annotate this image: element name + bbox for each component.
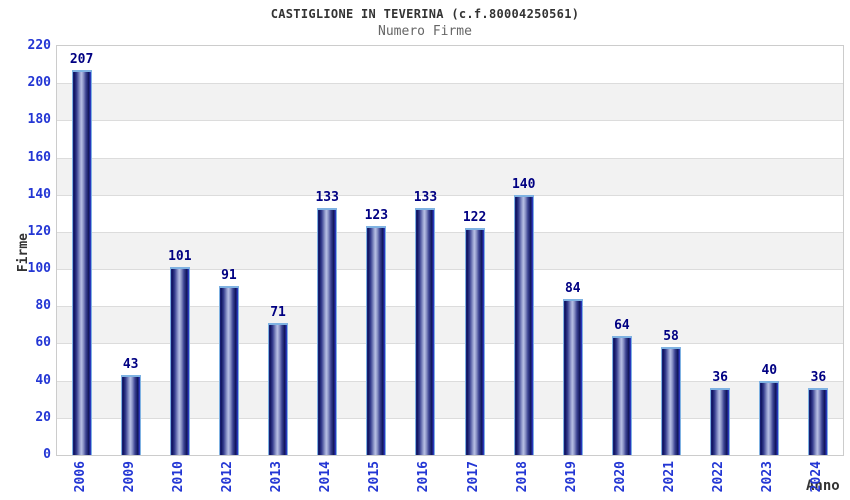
bar (317, 207, 338, 455)
bar-value-label: 207 (69, 52, 94, 68)
bar-value-label: 133 (413, 189, 438, 205)
plot-band (57, 46, 843, 84)
plot-band (57, 231, 843, 270)
bar (415, 207, 436, 455)
bar (759, 380, 780, 455)
y-tick-label: 80 (35, 298, 51, 314)
gridline (57, 380, 843, 382)
gridline (57, 157, 843, 159)
x-tick-label: 2016 (416, 461, 432, 493)
y-tick-label: 120 (27, 223, 51, 239)
chart-title: CASTIGLIONE IN TEVERINA (c.f.80004250561… (270, 7, 580, 21)
bar (513, 194, 534, 455)
bar-value-label: 123 (364, 208, 389, 224)
x-tick-label: 2024 (809, 461, 825, 493)
x-tick-label: 2020 (612, 461, 628, 493)
plot-band (57, 83, 843, 121)
bar (562, 298, 583, 455)
x-tick-label: 2010 (170, 461, 186, 493)
bar-value-label: 84 (564, 280, 581, 296)
y-tick-label: 20 (35, 409, 51, 425)
bar-value-label: 91 (221, 267, 237, 283)
bar-value-label: 133 (315, 189, 339, 205)
x-tick-label: 2022 (711, 461, 727, 493)
bar-value-label: 40 (761, 362, 778, 378)
bar-value-label: 140 (511, 176, 536, 192)
bar-value-label: 36 (712, 370, 729, 386)
plot-band (57, 194, 843, 232)
bar-value-label: 36 (810, 370, 827, 386)
gridline (57, 194, 843, 196)
x-tick-label: 2012 (219, 461, 235, 493)
bar-value-label: 64 (614, 318, 630, 334)
y-tick-label: 220 (27, 38, 51, 53)
x-axis-title: Anno (806, 478, 840, 494)
plot-area (56, 45, 844, 456)
bar (808, 388, 829, 455)
x-tick-label: 2017 (465, 461, 481, 493)
bar (218, 285, 239, 455)
x-tick-label: 2013 (269, 461, 285, 493)
x-tick-label: 2021 (662, 461, 678, 493)
bar-value-label: 71 (270, 305, 286, 320)
bar-value-label: 58 (663, 329, 679, 345)
y-tick-label: 40 (35, 372, 51, 388)
chart-subtitle: Numero Firme (378, 24, 472, 39)
x-tick-label: 2023 (760, 461, 776, 493)
bar (464, 228, 485, 455)
x-tick-label: 2009 (121, 461, 137, 493)
bar (611, 336, 632, 455)
plot-band (57, 120, 843, 158)
y-tick-label: 60 (35, 335, 51, 351)
bar (268, 323, 289, 455)
bar (120, 375, 141, 455)
x-tick-label: 2019 (563, 461, 579, 493)
bar (71, 70, 92, 455)
x-tick-label: 2018 (514, 461, 530, 493)
gridline (57, 83, 843, 85)
gridline (57, 120, 843, 122)
bar (366, 226, 387, 455)
bar-value-label: 122 (462, 210, 487, 226)
bar-value-label: 101 (168, 249, 192, 265)
y-tick-label: 0 (43, 447, 51, 462)
gridline (57, 417, 843, 419)
y-tick-label: 100 (27, 261, 51, 277)
y-tick-label: 180 (27, 112, 51, 128)
x-tick-label: 2006 (72, 461, 88, 493)
x-tick-label: 2015 (367, 461, 383, 493)
bar (710, 388, 731, 455)
bar (661, 347, 682, 455)
gridline (57, 269, 843, 271)
gridline (57, 343, 843, 345)
y-tick-label: 160 (27, 149, 51, 165)
gridline (57, 231, 843, 233)
bar-value-label: 43 (122, 357, 139, 373)
plot-band (57, 157, 843, 195)
bar (169, 267, 190, 455)
gridline (57, 306, 843, 308)
x-tick-label: 2014 (318, 461, 334, 493)
y-tick-label: 140 (27, 186, 51, 202)
y-tick-label: 200 (27, 75, 51, 91)
